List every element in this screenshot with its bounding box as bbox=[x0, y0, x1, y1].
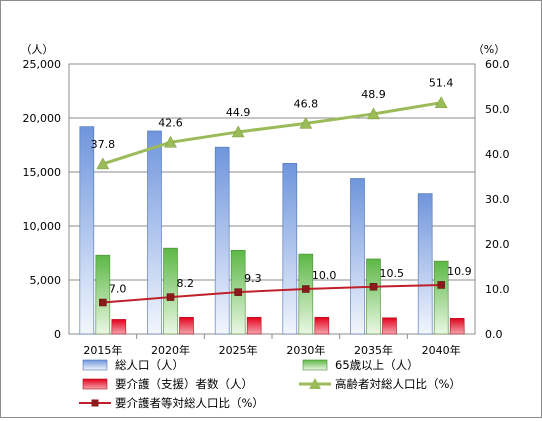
y-right-tick-label: 60.0 bbox=[485, 58, 510, 71]
marker-elderly-ratio bbox=[434, 96, 448, 108]
x-tick-label: 2030年 bbox=[286, 343, 325, 357]
data-label: 10.0 bbox=[312, 269, 337, 282]
data-label: 10.9 bbox=[447, 265, 472, 278]
y-right-tick-label: 50.0 bbox=[485, 103, 510, 116]
bar-elderly bbox=[433, 260, 449, 335]
marker-elderly-ratio bbox=[231, 125, 245, 138]
y-right-tick-label: 30.0 bbox=[485, 193, 510, 206]
y-left-axis-label: （人） bbox=[21, 43, 54, 56]
x-tick-label: 2020年 bbox=[151, 343, 190, 357]
marker-elderly-ratio bbox=[367, 107, 380, 120]
bar-care-needed bbox=[314, 316, 330, 335]
data-label: 44.9 bbox=[226, 106, 251, 119]
marker-care-ratio bbox=[302, 285, 310, 293]
marker-care-ratio bbox=[369, 283, 378, 291]
legend-label: 65歳以上（人） bbox=[335, 358, 419, 372]
bar-total-population bbox=[79, 126, 95, 335]
y-right-axis-label: （%） bbox=[473, 43, 505, 56]
x-tick-label: 2025年 bbox=[219, 343, 258, 357]
marker-elderly-ratio bbox=[164, 135, 177, 148]
bar-total-population bbox=[214, 146, 230, 335]
y-right-tick-label: 0.0 bbox=[485, 328, 503, 341]
bar-care-needed bbox=[382, 317, 397, 335]
legend-label: 高齢者対総人口比（%） bbox=[335, 377, 461, 391]
marker-care-ratio bbox=[166, 293, 175, 301]
line-elderly-ratio bbox=[102, 101, 442, 166]
bar-total-population bbox=[282, 163, 298, 335]
data-label: 51.4 bbox=[429, 77, 454, 90]
marker-elderly-ratio bbox=[299, 116, 313, 129]
bar-total-population bbox=[147, 130, 162, 335]
x-tick-label: 2035年 bbox=[354, 343, 393, 357]
marker-elderly-ratio bbox=[96, 157, 110, 170]
data-label: 48.9 bbox=[361, 88, 386, 101]
data-label: 10.5 bbox=[380, 267, 405, 280]
y-left-tick-label: 10,000 bbox=[23, 220, 62, 233]
marker-care-ratio bbox=[437, 281, 445, 289]
data-label: 7.0 bbox=[109, 283, 127, 296]
y-left-tick-label: 5,000 bbox=[30, 274, 62, 287]
y-left-tick-label: 20,000 bbox=[23, 112, 62, 125]
y-left-tick-label: 0 bbox=[54, 328, 61, 341]
bar-elderly bbox=[366, 258, 381, 335]
x-tick-label: 2040年 bbox=[422, 343, 461, 357]
data-label: 9.3 bbox=[244, 272, 262, 285]
y-right-tick-label: 10.0 bbox=[485, 283, 510, 296]
legend-swatch bbox=[82, 359, 108, 371]
y-right-tick-label: 40.0 bbox=[485, 148, 510, 161]
legend-swatch bbox=[82, 378, 108, 390]
bar-total-population bbox=[350, 178, 365, 335]
data-label: 42.6 bbox=[158, 116, 183, 129]
marker-care-ratio bbox=[99, 298, 107, 307]
y-right-tick-label: 20.0 bbox=[485, 238, 510, 251]
legend-label: 要介護者等対総人口比（%） bbox=[115, 396, 264, 410]
plot-area bbox=[68, 63, 476, 335]
bar-total-population bbox=[417, 193, 433, 335]
bar-elderly bbox=[298, 253, 314, 335]
y-left-tick-label: 25,000 bbox=[23, 58, 62, 71]
bar-care-needed bbox=[179, 316, 194, 335]
legend-swatch bbox=[302, 359, 328, 371]
bar-care-needed bbox=[449, 318, 465, 335]
bar-elderly bbox=[163, 247, 178, 335]
bar-care-needed bbox=[246, 316, 262, 335]
line-care-ratio bbox=[102, 283, 442, 304]
legend-swatch bbox=[309, 378, 321, 389]
bar-care-needed bbox=[111, 319, 127, 335]
data-label: 37.8 bbox=[91, 138, 116, 151]
legend-label: 総人口（人） bbox=[115, 358, 184, 372]
legend-swatch bbox=[91, 399, 99, 407]
bar-elderly bbox=[95, 254, 111, 335]
legend-label: 要介護（支援）者数（人） bbox=[115, 377, 253, 391]
x-tick-label: 2015年 bbox=[83, 343, 122, 357]
data-label: 8.2 bbox=[177, 277, 195, 290]
data-label: 46.8 bbox=[294, 97, 319, 110]
y-left-tick-label: 15,000 bbox=[23, 166, 62, 179]
marker-care-ratio bbox=[234, 288, 242, 296]
